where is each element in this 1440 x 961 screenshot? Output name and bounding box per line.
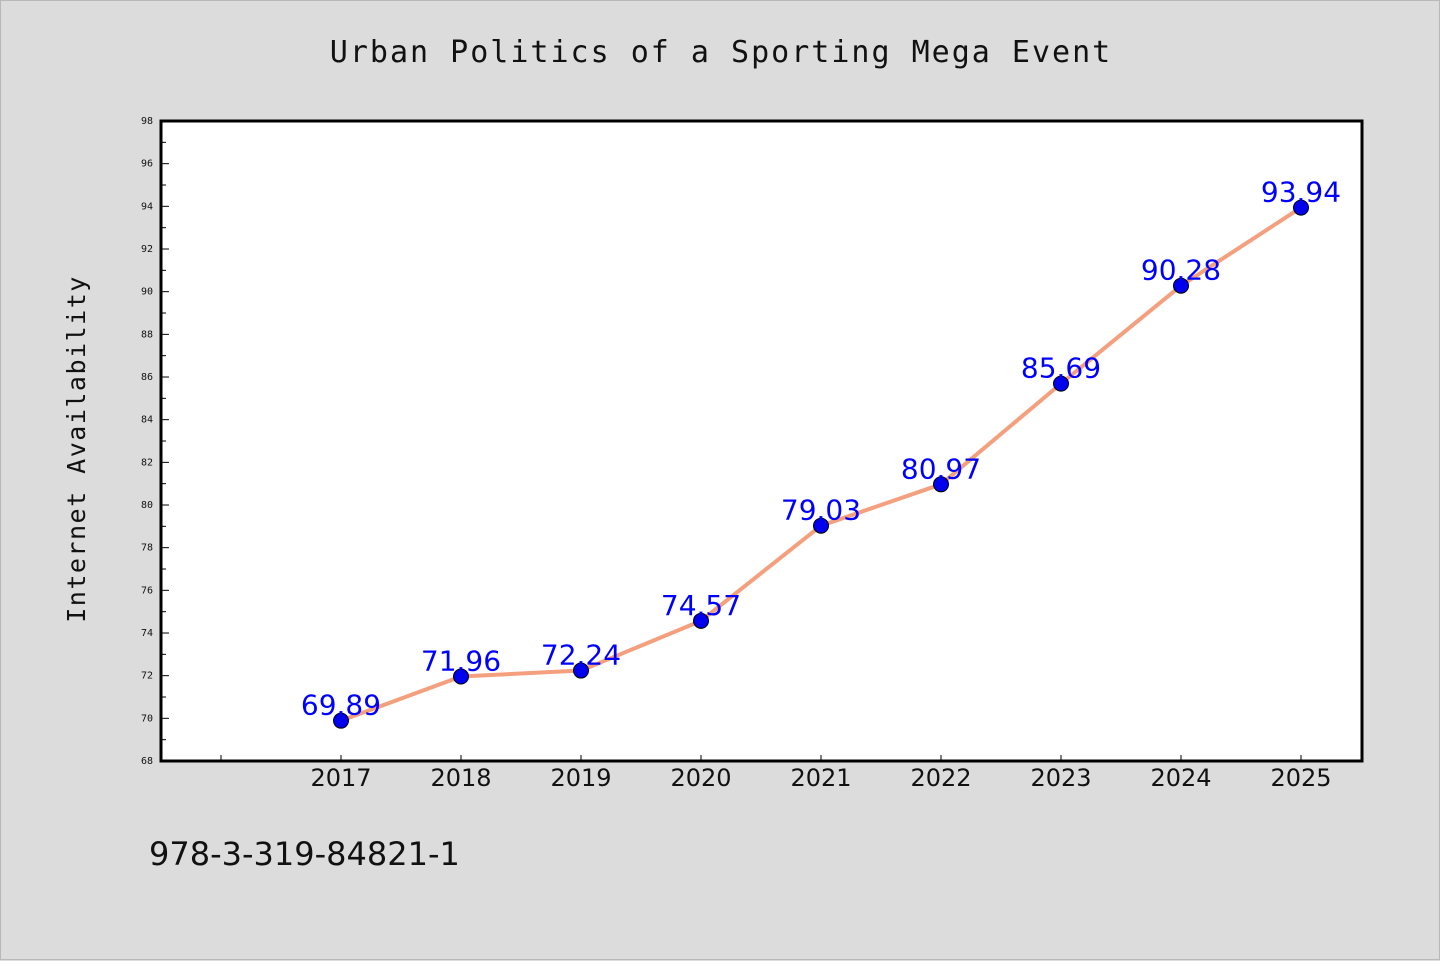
y-tick-label: 92 xyxy=(141,244,153,255)
data-point xyxy=(453,668,469,685)
x-tick-label: 2023 xyxy=(1030,764,1091,792)
x-tick-label: 2025 xyxy=(1270,764,1331,792)
x-tick-label: 2019 xyxy=(550,764,611,792)
data-label: 85.69 xyxy=(1021,352,1101,385)
data-label: 69.89 xyxy=(301,689,381,722)
data-point xyxy=(933,476,949,493)
y-axis-title: Internet Availability xyxy=(62,275,91,623)
y-tick-label: 90 xyxy=(141,287,153,298)
y-tick-label: 84 xyxy=(141,415,153,426)
data-point xyxy=(693,612,709,629)
data-point xyxy=(1053,375,1069,392)
data-point xyxy=(333,712,349,729)
isbn-text: 978-3-319-84821-1 xyxy=(149,835,460,873)
x-tick-label: 2022 xyxy=(910,764,971,792)
x-tick-label: 2020 xyxy=(670,764,731,792)
plot-area xyxy=(159,119,1364,763)
y-tick-label: 70 xyxy=(141,713,153,724)
chart-title: Urban Politics of a Sporting Mega Event xyxy=(329,35,1113,70)
x-tick-label: 2024 xyxy=(1150,764,1211,792)
x-tick-label: 2018 xyxy=(430,764,491,792)
data-label: 71.96 xyxy=(421,645,501,678)
data-label: 79.03 xyxy=(781,494,861,527)
data-point xyxy=(1173,277,1189,294)
y-tick-label: 86 xyxy=(141,372,153,383)
y-tick-label: 78 xyxy=(141,543,153,554)
y-tick-label: 76 xyxy=(141,585,153,596)
series-layer: 69.89 71.96 72.24 74.57 79.03 80.97 85.69 90.28… xyxy=(301,176,1341,729)
y-tick-label: 94 xyxy=(141,201,153,212)
data-point xyxy=(1293,199,1309,216)
data-label: 72.24 xyxy=(541,639,621,672)
data-label: 74.57 xyxy=(661,589,741,622)
data-point xyxy=(813,517,829,534)
y-tick-label: 72 xyxy=(141,671,153,682)
x-tick-label: 2017 xyxy=(310,764,371,792)
y-tick-label: 82 xyxy=(141,457,153,468)
y-tick-label: 68 xyxy=(141,756,153,767)
x-axis: 2017 2018 2019 2020 2021 2022 2023 2024 2025 xyxy=(220,755,1332,792)
y-tick-label: 98 xyxy=(141,116,153,127)
data-label: 90.28 xyxy=(1141,254,1221,287)
data-label: 80.97 xyxy=(901,452,981,485)
y-tick-label: 74 xyxy=(141,628,153,639)
y-tick-label: 88 xyxy=(141,329,153,340)
data-point xyxy=(573,662,589,679)
y-tick-label: 80 xyxy=(141,500,153,511)
data-label: 93.94 xyxy=(1261,176,1341,209)
y-tick-label: 96 xyxy=(141,159,153,170)
x-tick-label: 2021 xyxy=(790,764,851,792)
y-axis: 68 70 72 74 76 78 80 82 84 86 88 90 92 94 96 98 xyxy=(141,116,169,767)
